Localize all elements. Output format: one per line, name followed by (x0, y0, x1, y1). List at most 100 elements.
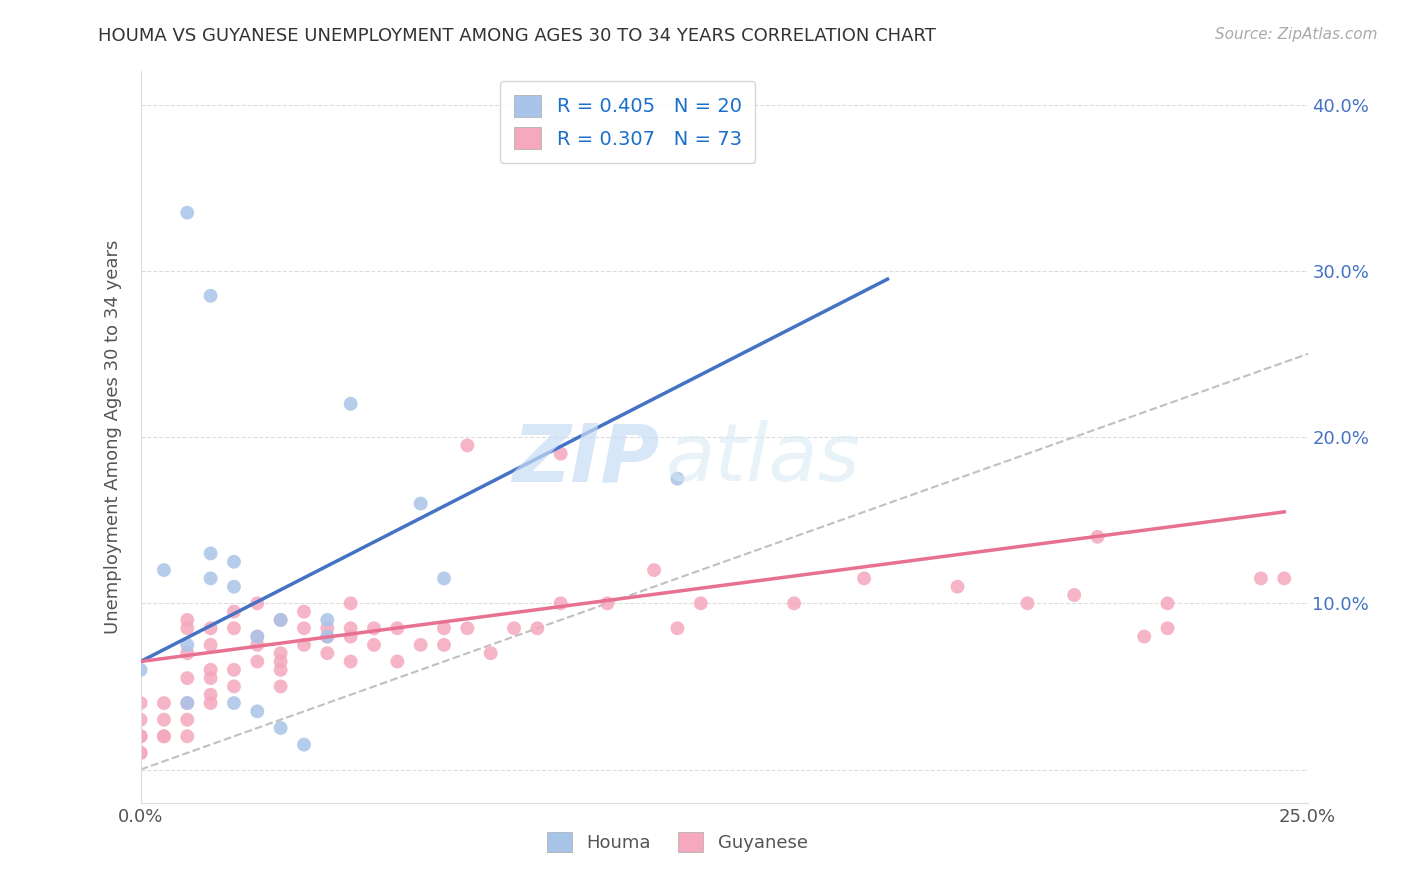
Point (503, 621, 526, 635)
Point (200, 621, 222, 635)
Legend: Houma, Guyanese: Houma, Guyanese (540, 824, 815, 860)
Point (456, 438, 478, 452)
Text: ZIP: ZIP (513, 420, 659, 498)
Point (339, 596, 361, 610)
Point (176, 696, 198, 710)
Point (200, 688, 222, 702)
Point (339, 621, 361, 635)
Point (363, 638, 385, 652)
Point (270, 721, 292, 735)
Point (176, 729, 198, 743)
Point (666, 472, 689, 486)
Point (292, 638, 315, 652)
Point (666, 621, 689, 635)
Point (1063, 588, 1085, 602)
Point (689, 596, 711, 610)
Point (270, 663, 292, 677)
Point (409, 638, 432, 652)
Point (270, 680, 292, 694)
Point (222, 580, 245, 594)
Point (596, 596, 619, 610)
Point (176, 696, 198, 710)
Point (176, 638, 198, 652)
Point (456, 621, 478, 635)
Point (783, 596, 806, 610)
Point (292, 738, 315, 752)
Point (433, 638, 456, 652)
Point (246, 630, 269, 644)
Point (526, 621, 548, 635)
Point (433, 621, 456, 635)
Point (176, 613, 198, 627)
Point (550, 447, 572, 461)
Point (129, 663, 152, 677)
Point (222, 555, 245, 569)
Point (1133, 630, 1156, 644)
Point (246, 705, 269, 719)
Point (246, 638, 269, 652)
Point (129, 729, 152, 743)
Point (292, 605, 315, 619)
Point (176, 671, 198, 685)
Text: HOUMA VS GUYANESE UNEMPLOYMENT AMONG AGES 30 TO 34 YEARS CORRELATION CHART: HOUMA VS GUYANESE UNEMPLOYMENT AMONG AGE… (98, 27, 936, 45)
Point (387, 621, 409, 635)
Point (153, 563, 176, 577)
Point (153, 729, 176, 743)
Point (270, 655, 292, 669)
Point (316, 613, 339, 627)
Point (316, 630, 339, 644)
Point (853, 571, 876, 585)
Point (200, 546, 222, 560)
Point (246, 596, 269, 610)
Point (176, 646, 198, 660)
Point (129, 729, 152, 743)
Point (222, 621, 245, 635)
Point (316, 630, 339, 644)
Point (339, 655, 361, 669)
Point (200, 638, 222, 652)
Point (153, 713, 176, 727)
Point (1017, 596, 1039, 610)
Point (200, 663, 222, 677)
Point (200, 696, 222, 710)
Point (129, 746, 152, 760)
Point (222, 680, 245, 694)
Point (339, 397, 361, 411)
Point (433, 571, 456, 585)
Text: atlas: atlas (666, 420, 860, 498)
Y-axis label: Unemployment Among Ages 30 to 34 years: Unemployment Among Ages 30 to 34 years (104, 240, 122, 634)
Point (222, 605, 245, 619)
Point (316, 646, 339, 660)
Point (1087, 530, 1109, 544)
Point (129, 713, 152, 727)
Point (946, 580, 969, 594)
Point (479, 646, 502, 660)
Point (200, 571, 222, 585)
Point (1250, 571, 1272, 585)
Point (409, 497, 432, 511)
Point (129, 696, 152, 710)
Point (316, 621, 339, 635)
Point (1156, 621, 1178, 635)
Point (339, 630, 361, 644)
Point (153, 696, 176, 710)
Point (387, 655, 409, 669)
Point (270, 613, 292, 627)
Point (292, 621, 315, 635)
Point (153, 729, 176, 743)
Point (222, 696, 245, 710)
Point (176, 621, 198, 635)
Point (200, 671, 222, 685)
Point (550, 596, 572, 610)
Point (176, 713, 198, 727)
Point (1272, 571, 1295, 585)
Point (129, 746, 152, 760)
Point (643, 563, 665, 577)
Point (246, 630, 269, 644)
Point (176, 205, 198, 219)
Point (246, 655, 269, 669)
Text: Source: ZipAtlas.com: Source: ZipAtlas.com (1215, 27, 1378, 42)
Point (363, 621, 385, 635)
Point (270, 613, 292, 627)
Point (1156, 596, 1178, 610)
